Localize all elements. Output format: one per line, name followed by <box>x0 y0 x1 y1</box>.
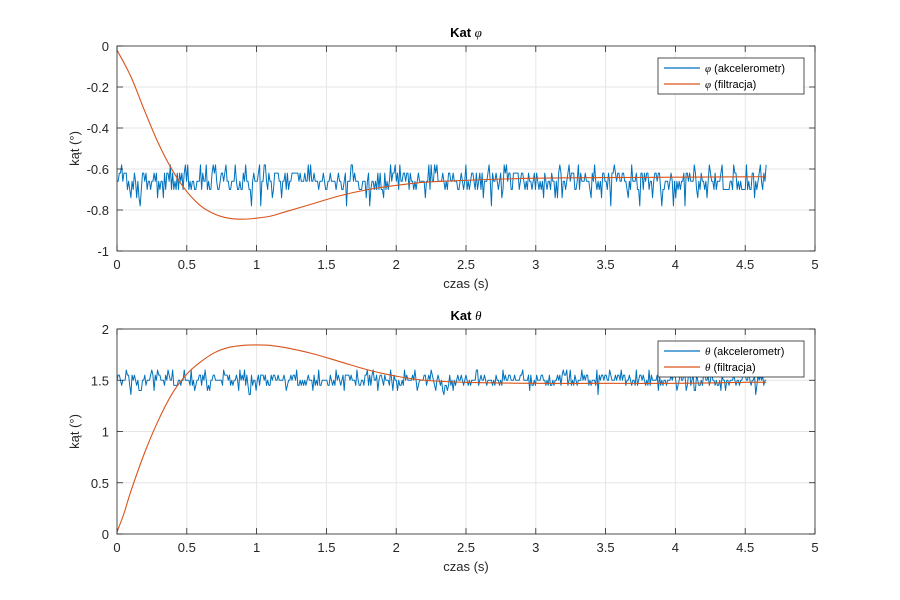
x-tick-label: 2.5 <box>457 257 475 272</box>
legend: φ (akcelerometr)φ (filtracja) <box>657 57 805 95</box>
y-tick-label: -0.8 <box>87 203 109 218</box>
legend-entry-text: (filtracja) <box>711 79 756 91</box>
series-line-filtered <box>117 344 767 533</box>
y-tick-label: 1 <box>102 425 109 440</box>
x-tick-label: 0.5 <box>178 257 196 272</box>
legend-entry-filtered: φ (filtracja) <box>705 79 756 91</box>
x-tick-label: 5 <box>811 540 818 555</box>
legend-entry-text: (akcelerometr) <box>711 63 785 75</box>
legend-entry-text: (akcelerometr) <box>710 346 784 358</box>
legend-entry-filtered: θ (filtracja) <box>705 362 756 374</box>
series-line-accelerometer <box>117 369 767 396</box>
chart-title-prefix: Kat <box>450 25 475 40</box>
series-group <box>117 49 767 220</box>
series-line-filtered <box>117 49 767 220</box>
legend-entry-symbol: θ <box>705 346 711 358</box>
x-tick-label: 2 <box>393 257 400 272</box>
legend-entry-accelerometer: φ (akcelerometr) <box>705 63 785 75</box>
x-tick-label: 3 <box>532 540 539 555</box>
y-tick-label: -1 <box>97 244 109 259</box>
x-tick-label: 3 <box>532 257 539 272</box>
y-tick-label: 0 <box>102 39 109 54</box>
x-tick-label: 3.5 <box>597 540 615 555</box>
x-tick-label: 1.5 <box>317 257 335 272</box>
y-tick-label: 1.5 <box>91 373 109 388</box>
x-tick-label: 0 <box>113 540 120 555</box>
chart-title: Kat θ <box>451 308 483 323</box>
legend-entry-symbol: φ <box>705 63 711 75</box>
subplot-1: 0 0.5 1 1.5 2 2.5 3 3.5 4 4.5 5 0 -0.2 -0.4 -0.6 -0.8 -1… <box>67 25 819 291</box>
legend-entry-accelerometer: θ (akcelerometr) <box>705 346 784 358</box>
x-tick-label: 1 <box>253 540 260 555</box>
chart-title-symbol: φ <box>475 25 482 40</box>
y-tick-label: 0.5 <box>91 476 109 491</box>
x-tick-label: 4 <box>672 257 679 272</box>
x-tick-label: 1.5 <box>317 540 335 555</box>
x-tick-label: 4.5 <box>736 257 754 272</box>
legend-entry-symbol: θ <box>705 362 711 374</box>
subplot-2: 0 0.5 1 1.5 2 2.5 3 3.5 4 4.5 5 0 0.5 1 1.5 2 czas (s) ką… <box>67 308 819 574</box>
x-tick-label: 2 <box>393 540 400 555</box>
y-axis-label: kąt (°) <box>67 131 82 166</box>
chart-title: Kat φ <box>450 25 482 40</box>
x-axis-label: czas (s) <box>443 559 489 574</box>
chart-title-symbol: θ <box>475 308 482 323</box>
series-group <box>117 344 767 533</box>
legend-box <box>657 340 805 378</box>
chart-title-prefix: Kat <box>451 308 476 323</box>
y-tick-label: 2 <box>102 322 109 337</box>
legend: θ (akcelerometr)θ (filtracja) <box>657 340 805 378</box>
y-tick-label: 0 <box>102 527 109 542</box>
legend-entry-symbol: φ <box>705 79 711 91</box>
y-tick-label: -0.2 <box>87 80 109 95</box>
y-tick-label: -0.4 <box>87 121 109 136</box>
x-tick-label: 0 <box>113 257 120 272</box>
x-axis-label: czas (s) <box>443 276 489 291</box>
x-tick-label: 0.5 <box>178 540 196 555</box>
x-tick-label: 4.5 <box>736 540 754 555</box>
x-tick-label: 3.5 <box>597 257 615 272</box>
legend-box <box>657 57 805 95</box>
y-tick-label: -0.6 <box>87 162 109 177</box>
x-tick-label: 2.5 <box>457 540 475 555</box>
x-tick-label: 1 <box>253 257 260 272</box>
x-tick-label: 4 <box>672 540 679 555</box>
x-tick-label: 5 <box>811 257 818 272</box>
y-axis-label: kąt (°) <box>67 414 82 449</box>
legend-entry-text: (filtracja) <box>710 362 755 374</box>
